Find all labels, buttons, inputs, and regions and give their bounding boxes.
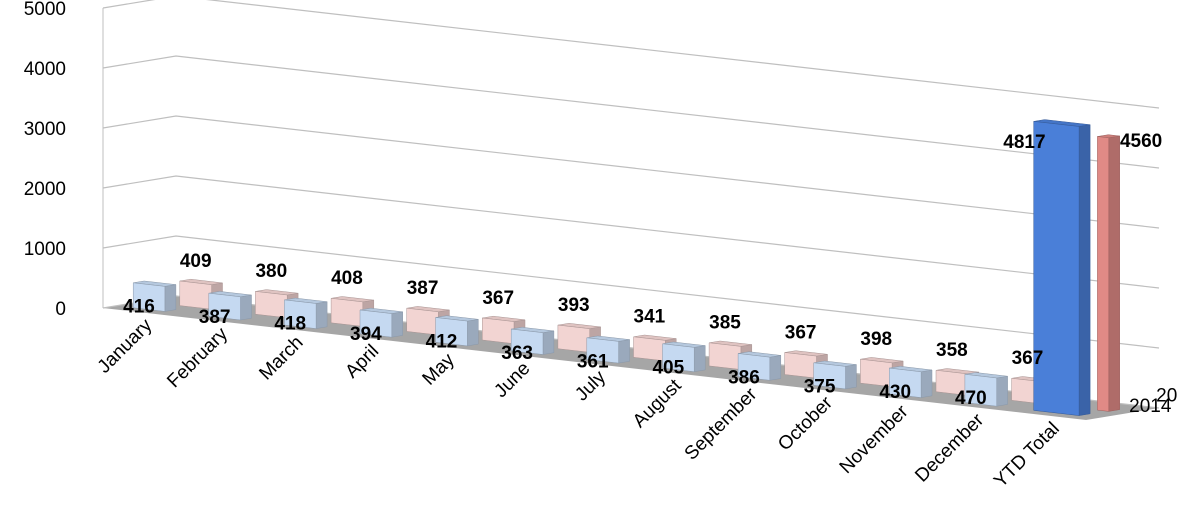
data-label-2014: 416 [123, 297, 155, 318]
data-label-2013: 385 [709, 313, 741, 334]
category-label: December [911, 409, 988, 486]
bar-2014 [359, 307, 403, 338]
gridline [102, 0, 1160, 109]
y-tick-label: 5000 [24, 0, 66, 20]
y-tick-label: 3000 [24, 119, 66, 140]
data-label-2014: 394 [350, 324, 382, 345]
data-label-2014: 386 [728, 367, 760, 388]
y-tick-label: 0 [55, 299, 66, 320]
bar-2014 [813, 360, 857, 390]
gridline [102, 115, 1160, 229]
category-label: June [490, 358, 534, 402]
bars [132, 119, 1120, 416]
data-label-2014: 412 [426, 331, 458, 352]
category-label: YTD Total [990, 418, 1064, 492]
bar-2014 [284, 297, 328, 329]
data-label-2014: 363 [501, 343, 533, 364]
category-label: August [629, 375, 686, 432]
y-tick-label: 2000 [24, 179, 66, 200]
category-label: November [836, 401, 913, 478]
data-label-2013: 358 [936, 340, 968, 361]
gridline [102, 55, 1160, 169]
data-label-2013: 393 [558, 295, 590, 316]
data-label-2013: 367 [785, 322, 817, 343]
data-label-2014: 387 [199, 307, 231, 328]
category-label: March [255, 332, 307, 384]
category-label: October [774, 392, 837, 455]
data-label-2013: 367 [1012, 348, 1044, 369]
data-label-2013: 387 [407, 278, 439, 299]
bar-2013 [482, 315, 526, 344]
bar-2014 [510, 327, 555, 355]
data-label-2014: 375 [804, 377, 836, 398]
bar-2014 [1033, 119, 1091, 416]
series-label-2013: 2013 [1156, 385, 1177, 406]
series-labels: 20132014 [1129, 385, 1177, 416]
bar-2014 [208, 291, 252, 321]
gridline [102, 175, 1160, 289]
data-label-2014: 418 [274, 314, 306, 335]
chart-walls [102, 8, 1159, 420]
data-label-2014: 405 [652, 358, 684, 379]
category-label: September [681, 383, 762, 464]
data-label-2013: 409 [180, 251, 212, 272]
data-labels: 409 416 380 387 408 418 387 394 367 412 393 363 341 3… [123, 131, 1162, 409]
data-label-2013: 367 [482, 288, 514, 309]
data-label-2013: 408 [331, 268, 363, 289]
category-label: May [419, 349, 460, 390]
bar-2013 [1097, 134, 1120, 412]
bar-2014 [586, 335, 630, 364]
bar-2014 [662, 341, 706, 372]
data-label-2014: 470 [955, 388, 987, 409]
bar-2014 [964, 372, 1008, 407]
data-label-2013: 4560 [1120, 131, 1162, 152]
series-label-2014: 2014 [1129, 396, 1172, 417]
bar-2014 [435, 315, 479, 347]
y-tick-label: 1000 [24, 239, 66, 260]
data-label-2013: 341 [634, 307, 666, 328]
category-label: April [341, 341, 383, 383]
data-label-2014: 4817 [1003, 132, 1045, 153]
bar-2013 [557, 323, 601, 353]
data-label-2013: 398 [860, 329, 892, 350]
gridline [102, 235, 1160, 349]
y-axis: 0 1000 2000 3000 4000 5000 [24, 0, 66, 320]
bar-2014 [737, 351, 782, 381]
category-label: January [94, 315, 157, 378]
y-tick-label: 4000 [24, 59, 66, 80]
data-label-2013: 380 [255, 261, 287, 282]
category-label: February [163, 323, 232, 392]
bar-2014 [889, 366, 933, 398]
bar-2014 [132, 280, 177, 312]
data-label-2014: 430 [879, 382, 911, 403]
data-label-2014: 361 [577, 352, 609, 373]
gridlines [102, 0, 1160, 409]
